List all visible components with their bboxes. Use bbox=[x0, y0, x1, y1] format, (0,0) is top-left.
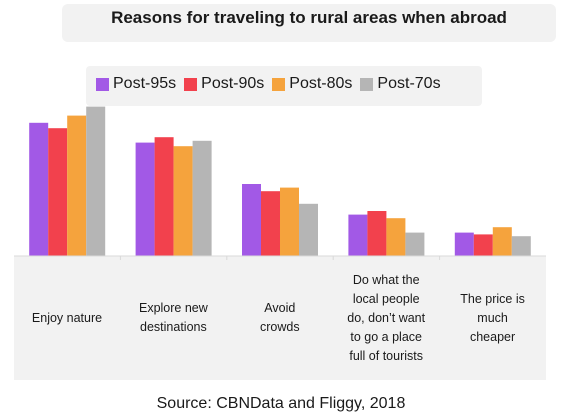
bar-post-90s-4 bbox=[473, 234, 493, 256]
category-label-text: The price is much cheaper bbox=[460, 291, 525, 344]
bar-post-80s-1 bbox=[173, 146, 193, 256]
bar-post-90s-0 bbox=[48, 128, 68, 256]
legend-swatch-post-80s bbox=[272, 77, 286, 91]
bar-post-80s-3 bbox=[386, 218, 406, 256]
category-label-text: Enjoy nature bbox=[31, 310, 103, 325]
legend: Post-95s Post-90s Post-80s Post-70s bbox=[96, 75, 441, 93]
category-label: The price is much cheaper bbox=[440, 256, 546, 380]
category-label: Explore new destinations bbox=[120, 256, 226, 380]
bar-post-95s-0 bbox=[29, 122, 49, 256]
bar-post-90s-2 bbox=[261, 191, 280, 256]
bar-post-70s-3 bbox=[405, 232, 425, 256]
legend-item-post-90s: Post-90s bbox=[184, 75, 264, 93]
title-background bbox=[62, 4, 556, 42]
bar-post-95s-1 bbox=[135, 142, 155, 256]
legend-label-post-80s: Post-80s bbox=[289, 75, 353, 92]
bar-post-95s-3 bbox=[348, 214, 368, 256]
source-note: Source: CBNData and Fliggy, 2018 bbox=[156, 395, 406, 412]
category-label: Enjoy nature bbox=[14, 256, 120, 380]
bar-post-80s-0 bbox=[67, 115, 87, 256]
bar-post-70s-4 bbox=[511, 236, 531, 256]
bar-post-70s-2 bbox=[299, 203, 318, 256]
legend-swatch-post-70s bbox=[360, 77, 374, 91]
bar-post-70s-1 bbox=[192, 140, 212, 256]
bar-post-90s-1 bbox=[154, 137, 174, 256]
bar-post-70s-0 bbox=[86, 106, 106, 256]
category-label-text: Do what the local people do, don’t want to … bbox=[347, 272, 426, 363]
category-label-text: Avoid crowds bbox=[260, 301, 300, 334]
legend-item-post-95s: Post-95s bbox=[96, 75, 176, 93]
legend-label-post-90s: Post-90s bbox=[201, 75, 265, 92]
category-label: Avoid crowds bbox=[227, 256, 333, 380]
bar-post-95s-4 bbox=[454, 232, 474, 256]
category-label-text: Explore new destinations bbox=[138, 301, 208, 334]
legend-label-post-95s: Post-95s bbox=[113, 75, 177, 92]
legend-item-post-70s: Post-70s bbox=[360, 75, 441, 93]
chart-title: Reasons for traveling to rural areas whe… bbox=[111, 8, 507, 27]
legend-swatch-post-95s bbox=[96, 77, 109, 91]
bar-post-80s-2 bbox=[280, 187, 299, 256]
legend-label-post-70s: Post-70s bbox=[377, 75, 441, 92]
bar-post-80s-4 bbox=[492, 227, 512, 256]
legend-item-post-80s: Post-80s bbox=[272, 75, 352, 93]
bar-post-95s-2 bbox=[242, 184, 261, 256]
legend-swatch-post-90s bbox=[184, 77, 198, 91]
category-panel bbox=[14, 256, 546, 380]
category-label: Do what the local people do, don’t want to … bbox=[333, 256, 439, 380]
bar-post-90s-3 bbox=[367, 211, 387, 256]
